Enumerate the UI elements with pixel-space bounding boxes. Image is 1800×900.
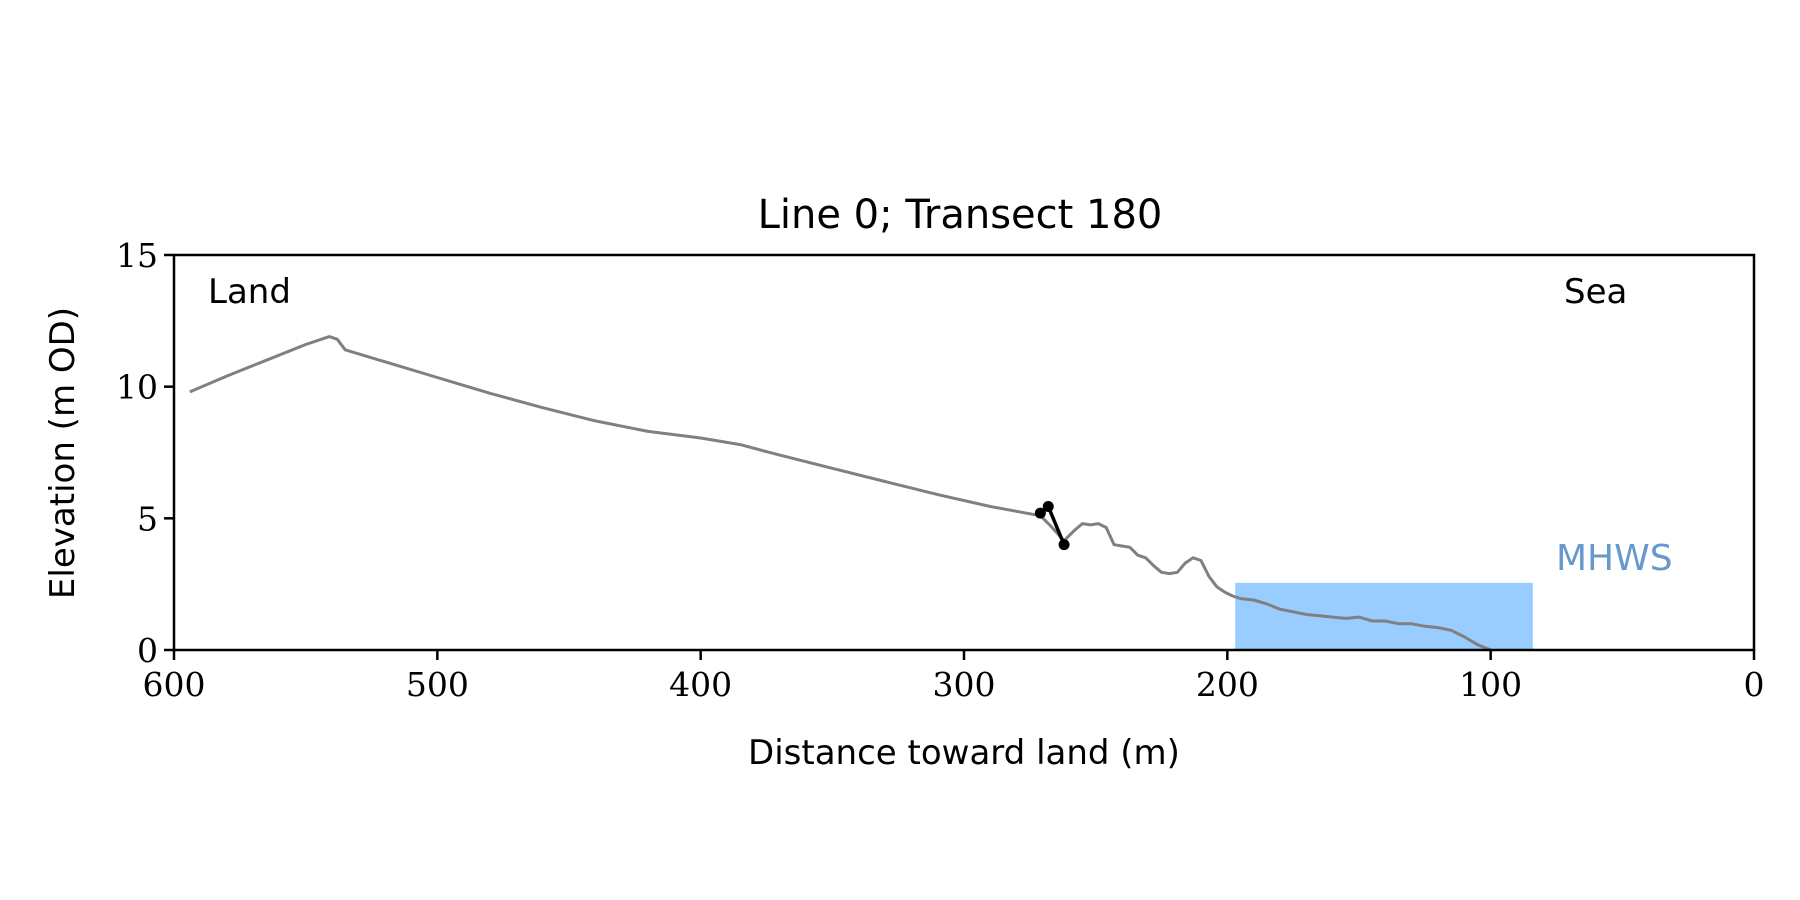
mhws-label: MHWS [1556,538,1673,579]
y-tick-label: 0 [137,631,158,670]
cliff-point [1042,500,1054,512]
y-tick-label: 15 [116,236,158,275]
x-tick-label: 500 [406,665,469,704]
cliff-point [1058,539,1070,551]
cliff-point [1034,507,1046,519]
y-tick-label: 5 [137,499,158,538]
x-tick-label: 100 [1459,665,1522,704]
x-tick-label: 0 [1744,665,1765,704]
y-tick-label: 10 [116,368,158,407]
x-tick-label: 200 [1196,665,1259,704]
x-axis-label: Distance toward land (m) [748,733,1180,773]
cliff-markers [1034,500,1070,551]
chart-title: Line 0; Transect 180 [758,192,1163,238]
x-axis: 600 500 400 300 200 100 0 [143,650,1765,704]
plot-area [172,253,1756,652]
x-tick-label: 600 [143,665,206,704]
profile-line [189,335,1492,652]
mhws-region [1235,582,1533,650]
land-label: Land [208,272,291,312]
sea-label: Sea [1564,272,1627,312]
x-tick-label: 400 [669,665,732,704]
x-tick-label: 300 [933,665,996,704]
y-axis: 0 5 10 15 [116,236,174,670]
y-axis-label: Elevation (m OD) [43,307,83,599]
